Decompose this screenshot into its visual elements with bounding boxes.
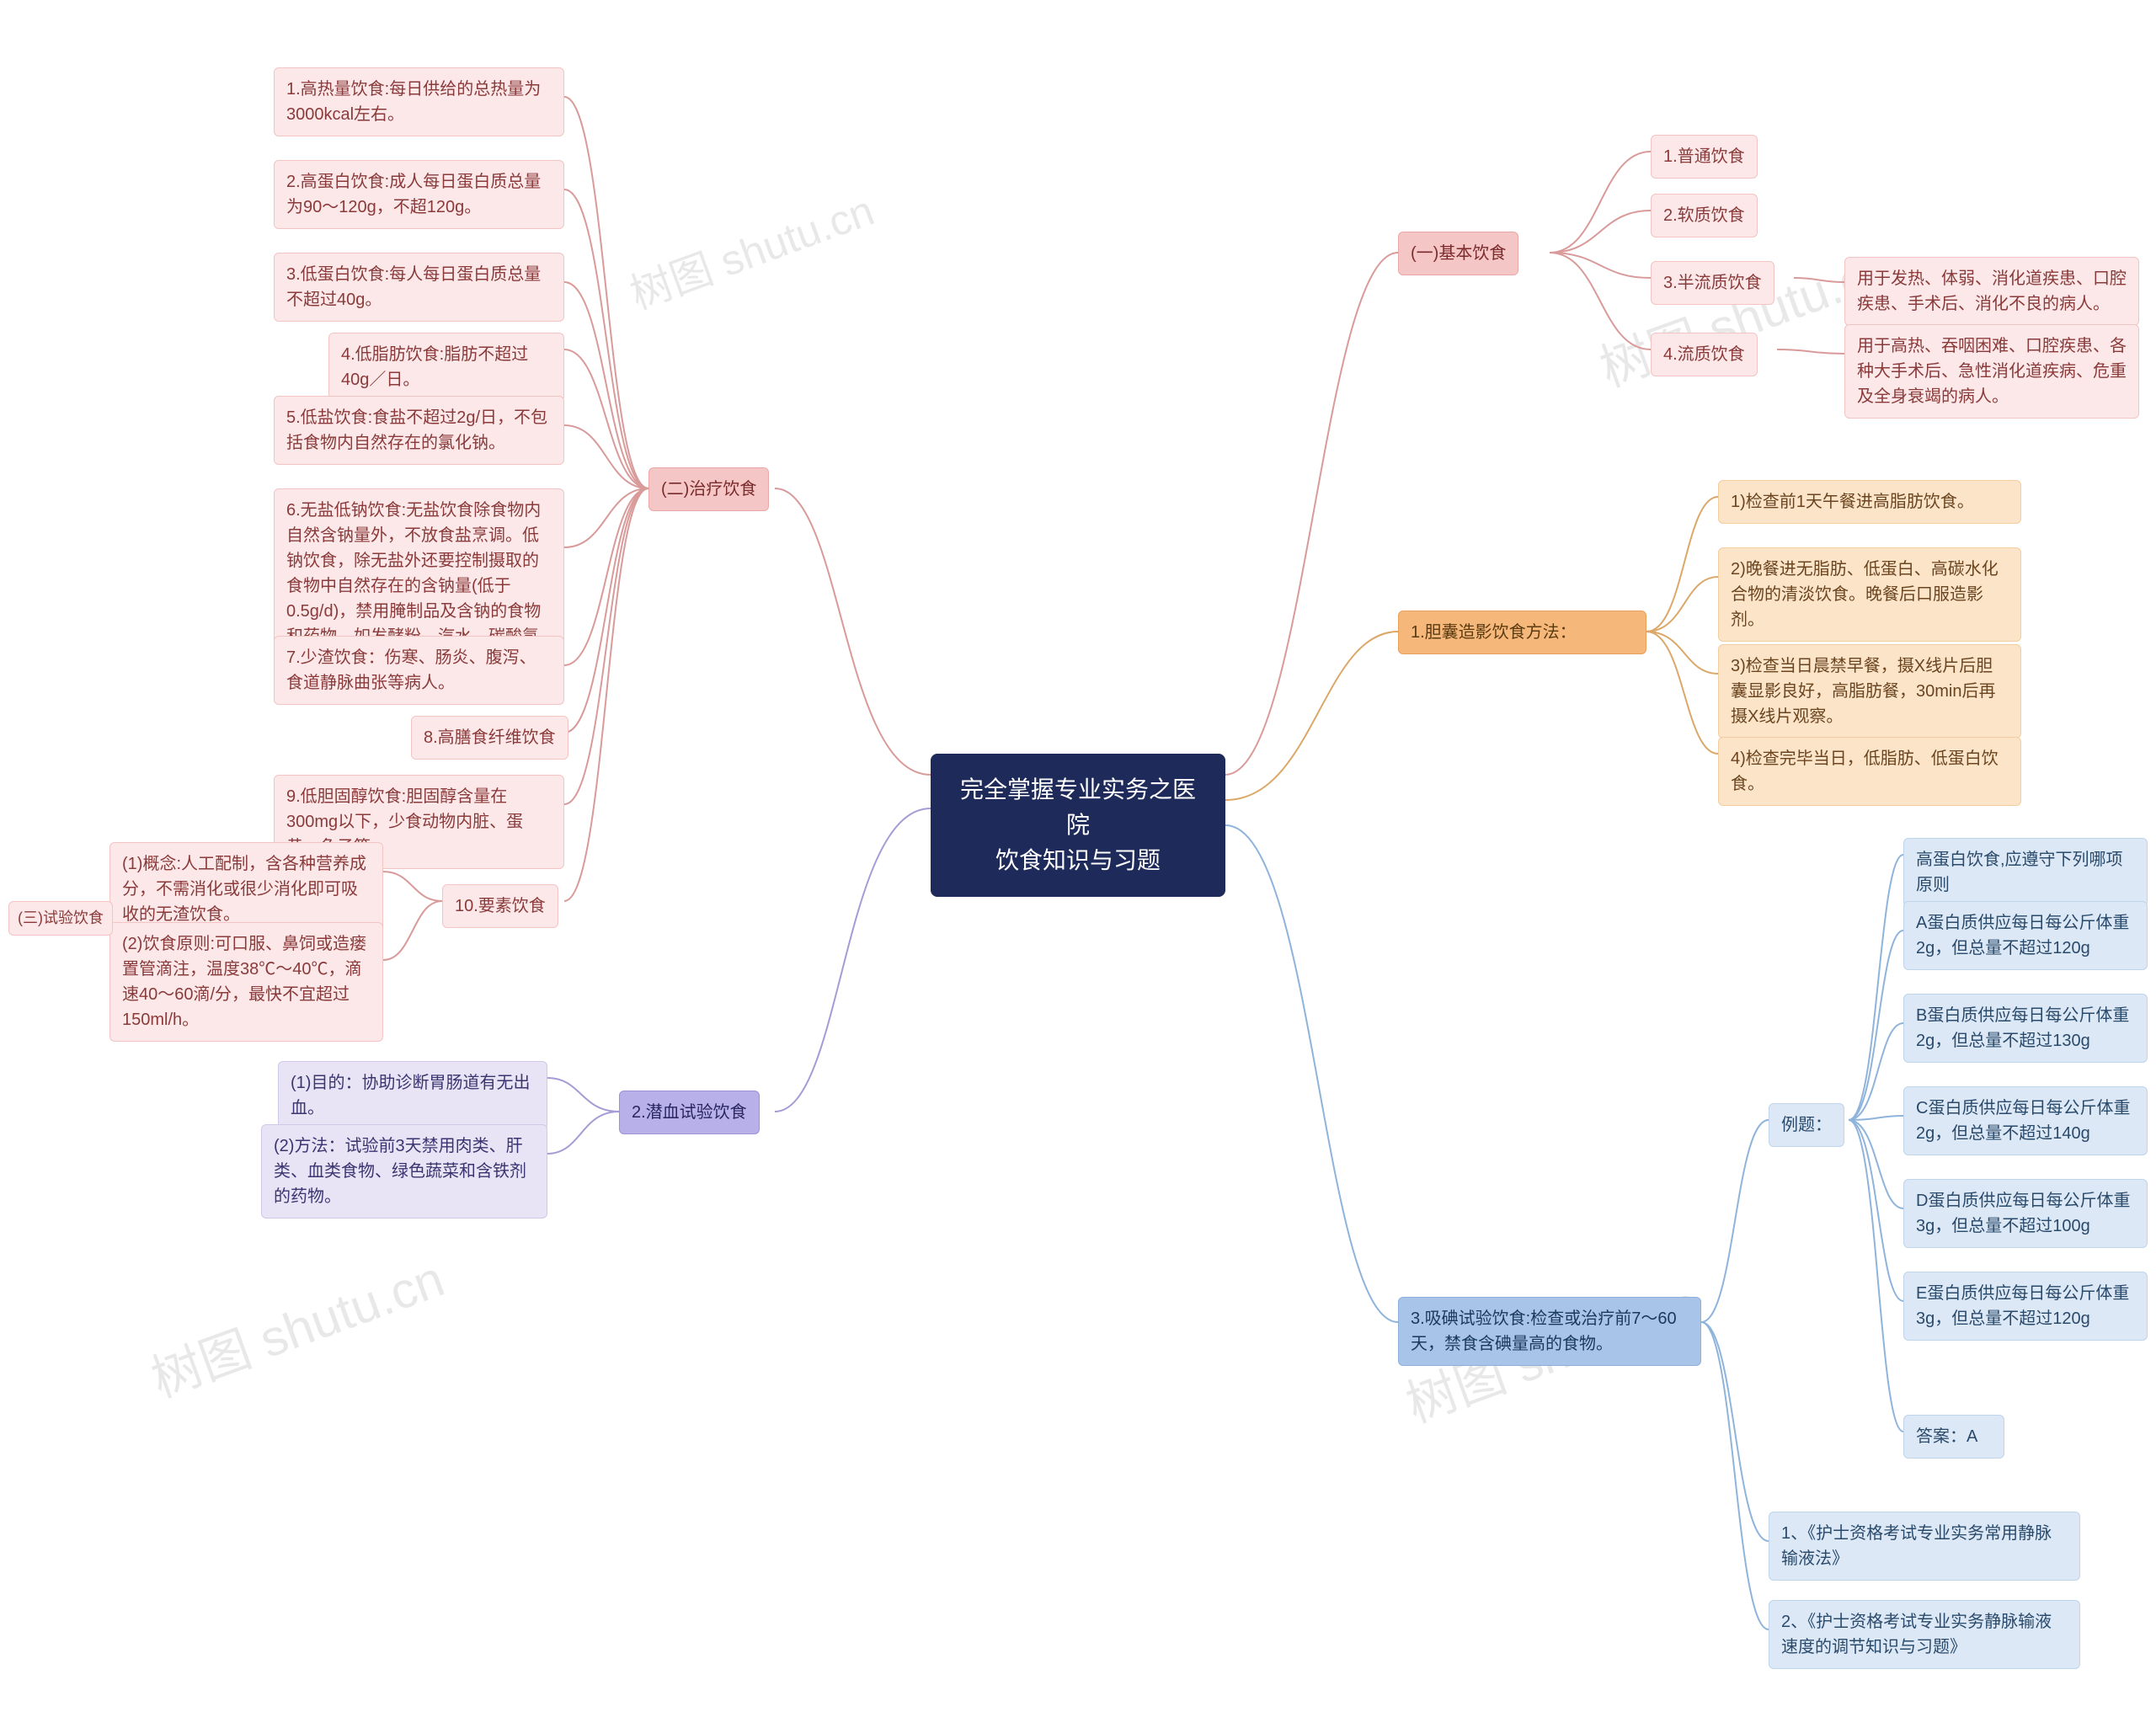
leaf-ob-purpose[interactable]: (1)目的：协助诊断胃肠道有无出血。	[278, 1061, 547, 1130]
leaf-high-cal[interactable]: 1.高热量饮食:每日供给的总热量为3000kcal左右。	[274, 67, 564, 136]
leaf-high-protein[interactable]: 2.高蛋白饮食:成人每日蛋白质总量为90～120g，不超120g。	[274, 160, 564, 229]
leaf-low-protein[interactable]: 3.低蛋白饮食:每人每日蛋白质总量不超过40g。	[274, 253, 564, 322]
leaf-gb-3[interactable]: 3)检查当日晨禁早餐，摄X线片后胆囊显影良好，高脂肪餐，30min后再摄X线片观…	[1718, 644, 2021, 739]
leaf-high-fiber[interactable]: 8.高膳食纤维饮食	[411, 716, 568, 760]
leaf-elemental[interactable]: 10.要素饮食	[442, 884, 558, 928]
leaf-option-a[interactable]: A蛋白质供应每日每公斤体重2g，但总量不超过120g	[1903, 901, 2148, 970]
branch-therapeutic-diet[interactable]: (二)治疗饮食	[648, 467, 769, 511]
leaf-ref-1[interactable]: 1、《护士资格考试专业实务常用静脉输液法》	[1769, 1512, 2080, 1581]
leaf-liquid-detail[interactable]: 用于高热、吞咽困难、口腔疾患、各种大手术后、急性消化道疾病、危重及全身衰竭的病人…	[1844, 324, 2139, 419]
leaf-gb-1[interactable]: 1)检查前1天午餐进高脂肪饮食。	[1718, 480, 2021, 524]
leaf-low-residue[interactable]: 7.少渣饮食：伤寒、肠炎、腹泻、食道静脉曲张等病人。	[274, 636, 564, 705]
leaf-example-label[interactable]: 例题：	[1769, 1103, 1844, 1147]
branch-iodine[interactable]: 3.吸碘试验饮食:检查或治疗前7～60天，禁食含碘量高的食物。	[1398, 1297, 1701, 1366]
leaf-example-q[interactable]: 高蛋白饮食,应遵守下列哪项原则	[1903, 838, 2148, 907]
watermark: 树图 shutu.cn	[621, 177, 881, 321]
leaf-option-e[interactable]: E蛋白质供应每日每公斤体重3g，但总量不超过120g	[1903, 1272, 2148, 1341]
leaf-option-c[interactable]: C蛋白质供应每日每公斤体重2g，但总量不超过140g	[1903, 1086, 2148, 1155]
root-node: 完全掌握专业实务之医院 饮食知识与习题	[931, 754, 1225, 897]
leaf-elemental-principle[interactable]: (2)饮食原则:可口服、鼻饲或造瘘置管滴注，温度38℃～40℃，滴速40～60滴…	[109, 922, 383, 1042]
leaf-ob-method[interactable]: (2)方法：试验前3天禁用肉类、肝类、血类食物、绿色蔬菜和含铁剂的药物。	[261, 1124, 547, 1219]
leaf-semi-liquid[interactable]: 3.半流质饮食	[1651, 261, 1774, 305]
watermark: 树图 shutu.cn	[140, 1238, 452, 1411]
leaf-low-fat[interactable]: 4.低脂肪饮食:脂肪不超过40g／日。	[328, 333, 564, 402]
leaf-low-salt[interactable]: 5.低盐饮食:食盐不超过2g/日，不包括食物内自然存在的氯化钠。	[274, 396, 564, 465]
branch-basic-diet[interactable]: (一)基本饮食	[1398, 232, 1518, 275]
leaf-ref-2[interactable]: 2、《护士资格考试专业实务静脉输液速度的调节知识与习题》	[1769, 1600, 2080, 1669]
leaf-option-b[interactable]: B蛋白质供应每日每公斤体重2g，但总量不超过130g	[1903, 994, 2148, 1063]
branch-test-diet[interactable]: (三)试验饮食	[8, 901, 113, 936]
mindmap-canvas: 树图 shutu.cn 树图 shutu.cn 树图 shutu.cn 树图 s…	[0, 0, 2156, 1712]
leaf-liquid[interactable]: 4.流质饮食	[1651, 333, 1758, 376]
branch-gallbladder[interactable]: 1.胆囊造影饮食方法：	[1398, 611, 1646, 654]
leaf-gb-4[interactable]: 4)检查完毕当日，低脂肪、低蛋白饮食。	[1718, 737, 2021, 806]
leaf-gb-2[interactable]: 2)晚餐进无脂肪、低蛋白、高碳水化合物的清淡饮食。晚餐后口服造影剂。	[1718, 547, 2021, 642]
branch-occult-blood[interactable]: 2.潜血试验饮食	[619, 1091, 760, 1134]
leaf-normal-diet[interactable]: 1.普通饮食	[1651, 135, 1758, 179]
leaf-semi-liquid-detail[interactable]: 用于发热、体弱、消化道疾患、口腔疾患、手术后、消化不良的病人。	[1844, 257, 2139, 326]
leaf-answer[interactable]: 答案：A	[1903, 1415, 2004, 1459]
leaf-option-d[interactable]: D蛋白质供应每日每公斤体重3g，但总量不超过100g	[1903, 1179, 2148, 1248]
leaf-soft-diet[interactable]: 2.软质饮食	[1651, 194, 1758, 237]
